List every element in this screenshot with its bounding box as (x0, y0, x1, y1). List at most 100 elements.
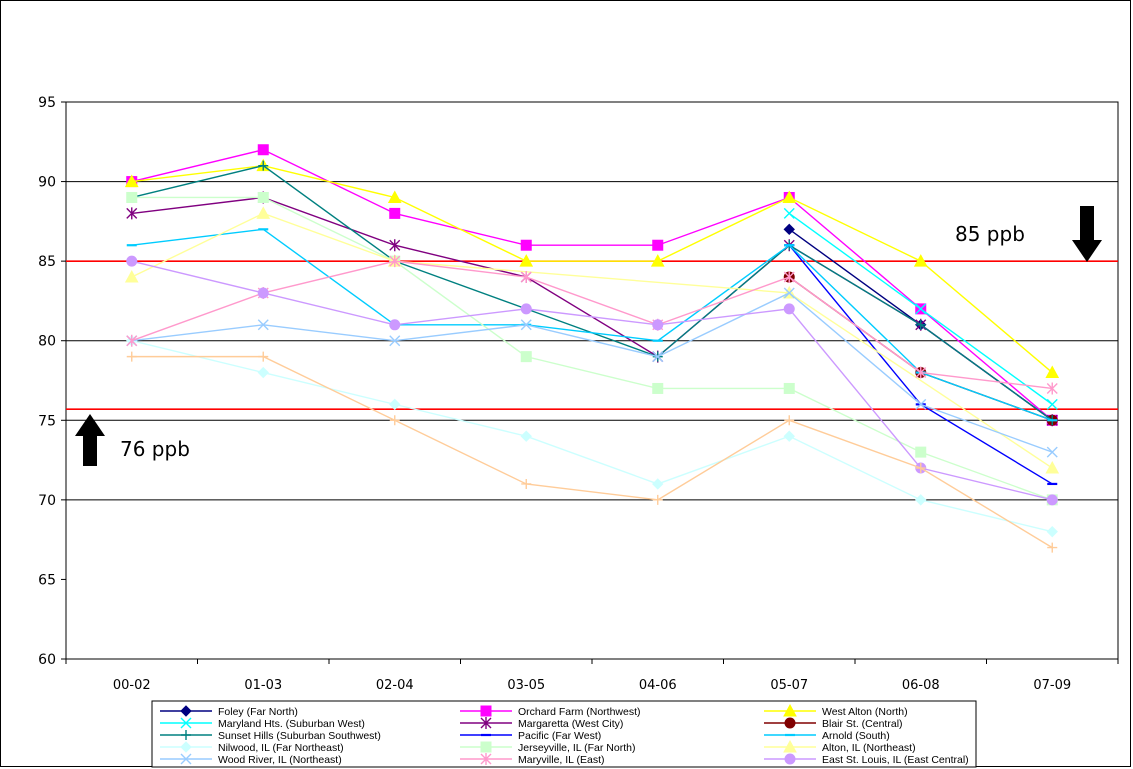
legend-item: Orchard Farm (Northwest) (460, 705, 641, 718)
data-point (652, 351, 664, 363)
legend-label: Nilwood, IL (Far Northeast) (218, 742, 344, 754)
series-line (131, 164, 1053, 374)
legend-label: Orchard Farm (Northwest) (518, 706, 641, 718)
data-point (389, 319, 401, 331)
data-point (124, 270, 139, 283)
series-12 (126, 287, 1058, 458)
legend-swatch-marker (784, 753, 796, 765)
data-point (652, 319, 664, 331)
data-point (258, 160, 269, 171)
legend-label: Maryland Hts. (Suburban West) (218, 718, 365, 730)
series-line (131, 292, 1053, 453)
legend-swatch-marker (784, 717, 796, 729)
x-tick-label: 02-04 (376, 678, 414, 693)
legend-label: Margaretta (West City) (518, 718, 623, 730)
series-15 (126, 351, 1058, 553)
legend-swatch-marker (480, 753, 492, 765)
data-point (519, 254, 534, 267)
y-tick-label: 65 (38, 572, 56, 588)
data-point (652, 478, 664, 490)
plot-area: 60 65 70 75 80 85 90 95 00-02 01-03 02-04 03-05 04-0… (38, 95, 1119, 693)
data-point (389, 239, 401, 252)
data-point (784, 415, 795, 426)
series-3 (783, 207, 1058, 410)
data-point (1046, 446, 1058, 458)
data-point (783, 207, 795, 219)
data-point (783, 271, 795, 284)
data-point (389, 255, 401, 268)
data-point (783, 223, 795, 236)
annotations: 85 ppb 76 ppb (75, 206, 1102, 466)
legend-label: Maryville, IL (East) (518, 754, 605, 766)
data-point (1046, 494, 1058, 506)
legend-box (151, 700, 977, 768)
data-point (126, 191, 138, 203)
data-point (520, 303, 532, 315)
data-point (782, 190, 797, 203)
data-point (257, 319, 269, 331)
legend-item: Foley (Far North) (160, 705, 298, 718)
data-point (389, 398, 401, 411)
data-point (126, 351, 137, 362)
legend-swatch-marker (180, 705, 192, 717)
x-tick-label: 05-07 (770, 678, 808, 693)
data-point (257, 191, 269, 203)
data-point (915, 463, 926, 474)
y-tick-label: 80 (38, 334, 56, 350)
legend-item: Pacific (Far West) (460, 730, 601, 742)
x-tick-label: 01-03 (244, 678, 282, 693)
y-tick-label: 75 (38, 413, 56, 429)
series-line (131, 355, 1053, 549)
x-tick-label: 03-05 (507, 678, 545, 693)
arrow-up-icon (75, 414, 105, 466)
data-point (126, 334, 138, 347)
legend-label: Blair St. (Central) (822, 718, 903, 730)
data-point (1046, 382, 1058, 395)
data-point (389, 207, 401, 219)
legend-item: Blair St. (Central) (764, 717, 903, 730)
series-line (131, 149, 1053, 421)
series-line (131, 260, 1053, 501)
data-point (387, 190, 402, 203)
legend-label: Arnold (South) (822, 730, 890, 742)
series-line (131, 260, 1053, 390)
legend-item: Maryville, IL (East) (460, 753, 605, 766)
legend-swatch-marker (180, 753, 192, 765)
legend-item: West Alton (North) (764, 703, 908, 718)
legend-item: Wood River, IL (Northeast) (160, 753, 342, 766)
legend-swatch-marker (480, 717, 492, 729)
data-point (652, 382, 664, 394)
x-tick-label: 04-06 (639, 678, 677, 693)
data-point (1047, 542, 1058, 553)
legend-label: Alton, IL (Northeast) (822, 742, 916, 754)
data-point (783, 430, 795, 442)
x-tick-label: 07-09 (1033, 678, 1071, 693)
y-tick-label: 90 (38, 175, 56, 191)
data-point (652, 494, 663, 505)
data-point (915, 398, 927, 410)
data-point (521, 478, 532, 489)
label-76-ppb: 76 ppb (120, 437, 190, 461)
data-point (520, 271, 532, 284)
legend-item: Maryland Hts. (Suburban West) (160, 717, 365, 730)
legend-swatch-marker (181, 730, 191, 740)
data-point (256, 206, 271, 219)
y-tick-label: 95 (38, 95, 56, 111)
legend-label: Sunset Hills (Suburban Southwest) (218, 730, 381, 742)
data-point (389, 415, 400, 426)
data-point (257, 366, 269, 379)
legend-item: Nilwood, IL (Far Northeast) (160, 741, 344, 754)
x-tick-label: 06-08 (902, 678, 940, 693)
data-point (1046, 525, 1058, 538)
y-tick-label: 60 (38, 652, 56, 668)
legend-swatch-marker (480, 741, 492, 753)
label-85-ppb: 85 ppb (955, 222, 1025, 246)
legend-swatch-marker (783, 703, 797, 717)
data-point (520, 351, 532, 363)
series-line (131, 340, 1053, 533)
legend-label: West Alton (North) (822, 706, 908, 718)
data-point (783, 382, 795, 394)
arrow-down-icon (1072, 206, 1102, 262)
data-point (915, 366, 927, 379)
